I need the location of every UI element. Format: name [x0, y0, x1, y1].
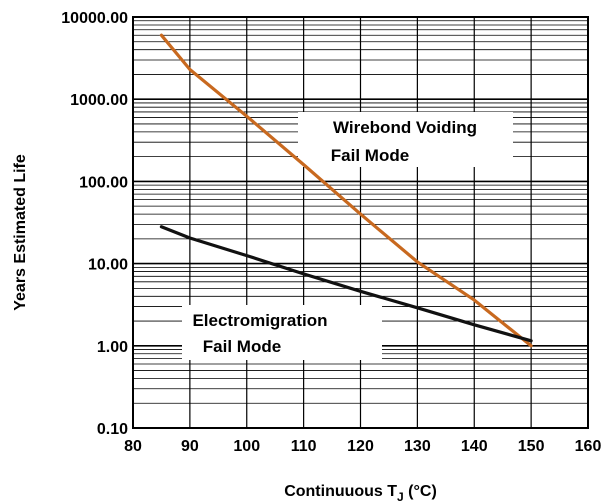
x-tick-label: 80: [124, 438, 142, 455]
annotation-backgrounds: [182, 112, 513, 360]
annotations: Wirebond Voiding Fail Mode Electromigrat…: [192, 118, 477, 356]
y-tick-label: 0.10: [97, 421, 128, 438]
y-tick-label: 10.00: [88, 257, 128, 274]
plot-area-frame: [132, 16, 589, 429]
x-axis-title: Continuuous TJ (°C): [284, 483, 437, 504]
y-axis-title: Years Estimated Life: [12, 154, 29, 311]
annotation-background: [182, 305, 382, 360]
y-tick-label: 10000.00: [61, 10, 128, 27]
x-tick-label: 150: [518, 438, 545, 455]
annotation-background: [298, 112, 513, 167]
electromigration-annotation-line-1: Electromigration: [192, 311, 327, 330]
x-tick-label: 120: [347, 438, 374, 455]
series-lines: [159, 33, 533, 348]
y-tick-label: 1000.00: [70, 92, 128, 109]
y-tick-label: 100.00: [79, 174, 128, 191]
x-tick-label: 130: [404, 438, 431, 455]
x-tick-label: 160: [575, 438, 602, 455]
x-tick-label: 110: [291, 438, 317, 455]
x-tick-label: 90: [181, 438, 199, 455]
x-tick-label: 140: [461, 438, 488, 455]
wirebond-annotation-line-1: Wirebond Voiding: [333, 118, 477, 137]
wirebond-annotation-line-2: Fail Mode: [331, 146, 409, 165]
y-tick-label: 1.00: [97, 339, 128, 356]
electromigration-series-line: [159, 225, 533, 343]
y-axis-ticks: 0.10 1.00 10.00 100.00 1000.00 10000.00: [61, 10, 128, 438]
electromigration-annotation-line-2: Fail Mode: [203, 337, 281, 356]
x-axis-ticks: 80 90 100 110 120 130 140 150 160: [124, 438, 601, 455]
wirebond-voiding-series-line: [159, 33, 533, 348]
x-tick-label: 100: [233, 438, 260, 455]
